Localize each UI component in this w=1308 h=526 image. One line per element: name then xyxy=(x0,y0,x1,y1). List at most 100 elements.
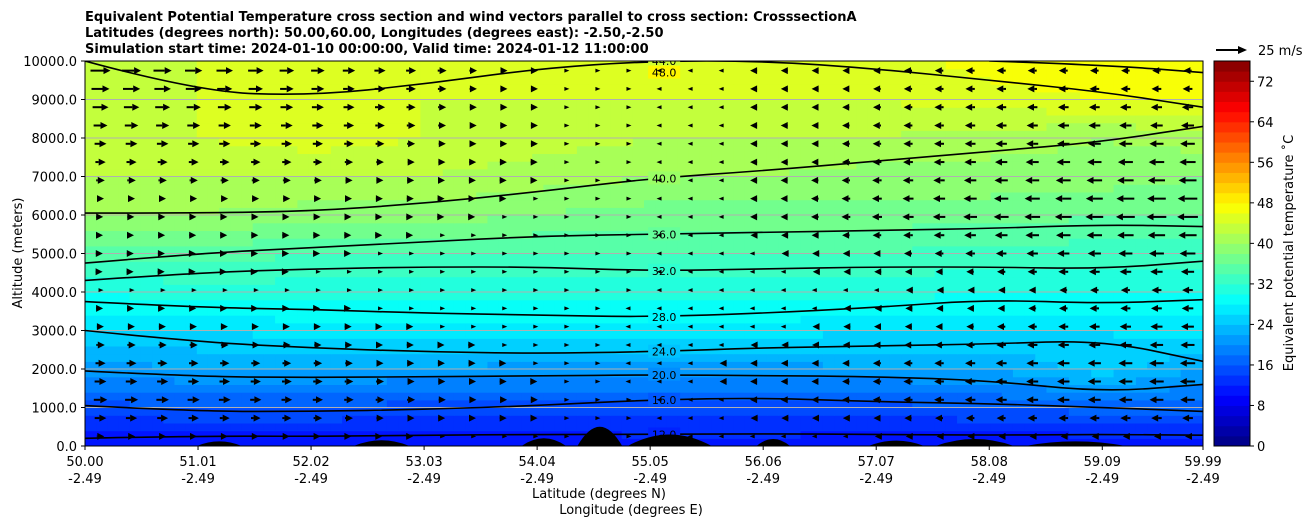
field-cell xyxy=(420,91,433,101)
field-cell xyxy=(889,176,902,185)
field-cell xyxy=(174,114,187,124)
field-cell xyxy=(856,122,869,131)
field-cell xyxy=(968,114,980,124)
field-cell xyxy=(576,91,589,101)
field-cell xyxy=(1057,407,1070,416)
field-cell xyxy=(632,215,645,224)
field-cell xyxy=(1057,215,1070,224)
field-cell xyxy=(185,68,198,77)
field-cell xyxy=(420,222,433,231)
field-cell xyxy=(487,415,500,424)
field-cell xyxy=(219,307,231,316)
field-cell xyxy=(185,345,198,355)
field-cell xyxy=(1191,315,1203,324)
field-cell xyxy=(901,399,913,409)
field-cell xyxy=(588,276,600,285)
field-cell xyxy=(889,207,902,216)
field-cell xyxy=(465,322,477,332)
field-cell xyxy=(152,68,164,77)
field-cell xyxy=(375,130,388,139)
field-cell xyxy=(666,91,679,101)
field-cell xyxy=(509,99,522,108)
field-cell xyxy=(755,114,768,124)
field-cell xyxy=(521,253,533,262)
field-cell xyxy=(275,345,287,355)
field-cell xyxy=(420,276,433,285)
field-cell xyxy=(968,345,980,355)
field-cell xyxy=(476,407,489,416)
field-cell xyxy=(286,292,299,301)
field-cell xyxy=(1124,361,1137,370)
field-cell xyxy=(688,353,701,362)
field-cell xyxy=(509,369,522,378)
field-cell xyxy=(96,430,108,439)
field-cell xyxy=(867,138,880,147)
field-cell xyxy=(129,114,142,124)
field-cell xyxy=(163,345,176,355)
field-cell xyxy=(1001,353,1014,362)
field-cell xyxy=(912,145,925,154)
field-cell xyxy=(230,161,243,170)
field-cell xyxy=(588,184,600,193)
field-cell xyxy=(934,153,947,162)
field-cell xyxy=(945,284,958,293)
field-cell xyxy=(610,122,623,131)
field-cell xyxy=(766,191,779,201)
field-cell xyxy=(353,199,366,208)
field-cell xyxy=(263,107,276,116)
field-cell xyxy=(509,168,522,178)
field-cell xyxy=(398,161,410,170)
field-cell xyxy=(297,430,310,439)
field-cell xyxy=(979,215,992,224)
field-cell xyxy=(476,292,489,301)
field-cell xyxy=(185,253,198,262)
field-cell xyxy=(565,207,578,216)
field-cell xyxy=(1191,230,1203,239)
field-cell xyxy=(1158,315,1171,324)
field-cell xyxy=(1180,91,1193,101)
field-cell xyxy=(576,245,589,255)
field-cell xyxy=(207,91,220,101)
field-cell xyxy=(867,230,880,239)
field-cell xyxy=(1191,114,1203,124)
field-cell xyxy=(275,376,287,385)
field-cell xyxy=(677,384,690,393)
field-cell xyxy=(800,122,813,131)
field-cell xyxy=(766,184,779,193)
field-cell xyxy=(152,238,164,247)
field-cell xyxy=(945,253,958,262)
field-cell xyxy=(275,430,287,439)
field-cell xyxy=(1057,191,1070,201)
field-cell xyxy=(96,353,108,362)
field-cell xyxy=(778,315,790,324)
field-cell xyxy=(129,307,142,316)
field-cell xyxy=(286,284,299,293)
field-cell xyxy=(934,207,947,216)
field-cell xyxy=(755,207,768,216)
field-cell xyxy=(722,392,735,401)
field-cell xyxy=(755,215,768,224)
field-cell xyxy=(1191,168,1203,178)
field-cell xyxy=(275,422,287,432)
field-cell xyxy=(118,138,131,147)
field-cell xyxy=(1124,130,1137,139)
field-cell xyxy=(487,130,500,139)
field-cell xyxy=(196,384,209,393)
field-cell xyxy=(957,207,969,216)
field-cell xyxy=(934,245,947,255)
field-cell xyxy=(442,138,455,147)
field-cell xyxy=(420,76,433,85)
field-cell xyxy=(1057,422,1070,432)
field-cell xyxy=(822,114,835,124)
field-cell xyxy=(487,268,500,278)
field-cell xyxy=(655,184,667,193)
field-cell xyxy=(957,176,969,185)
field-cell xyxy=(744,430,757,439)
field-cell xyxy=(308,145,321,154)
field-cell xyxy=(487,207,500,216)
field-cell xyxy=(163,322,176,332)
field-cell xyxy=(532,99,544,108)
field-cell xyxy=(789,161,802,170)
field-cell xyxy=(800,261,813,270)
field-cell xyxy=(554,245,567,255)
